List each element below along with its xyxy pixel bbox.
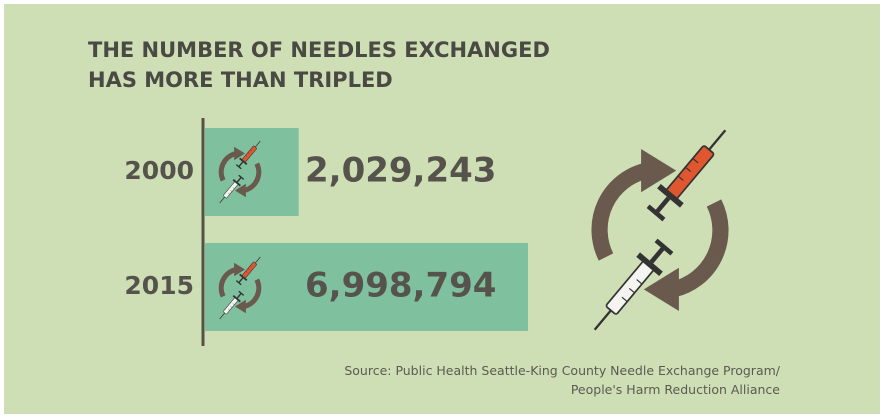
title-line: THE NUMBER OF NEEDLES EXCHANGED [88,38,550,62]
value-label: 6,998,794 [305,266,496,306]
category-label: 2000 [124,156,194,185]
source-line: Source: Public Health Seattle-King Count… [344,363,780,378]
source-line: People's Harm Reduction Alliance [571,382,780,397]
category-label: 2015 [124,271,194,300]
value-label: 2,029,243 [305,151,496,191]
background [4,4,880,414]
bars [205,128,528,331]
title-line: HAS MORE THAN TRIPLED [88,68,393,92]
